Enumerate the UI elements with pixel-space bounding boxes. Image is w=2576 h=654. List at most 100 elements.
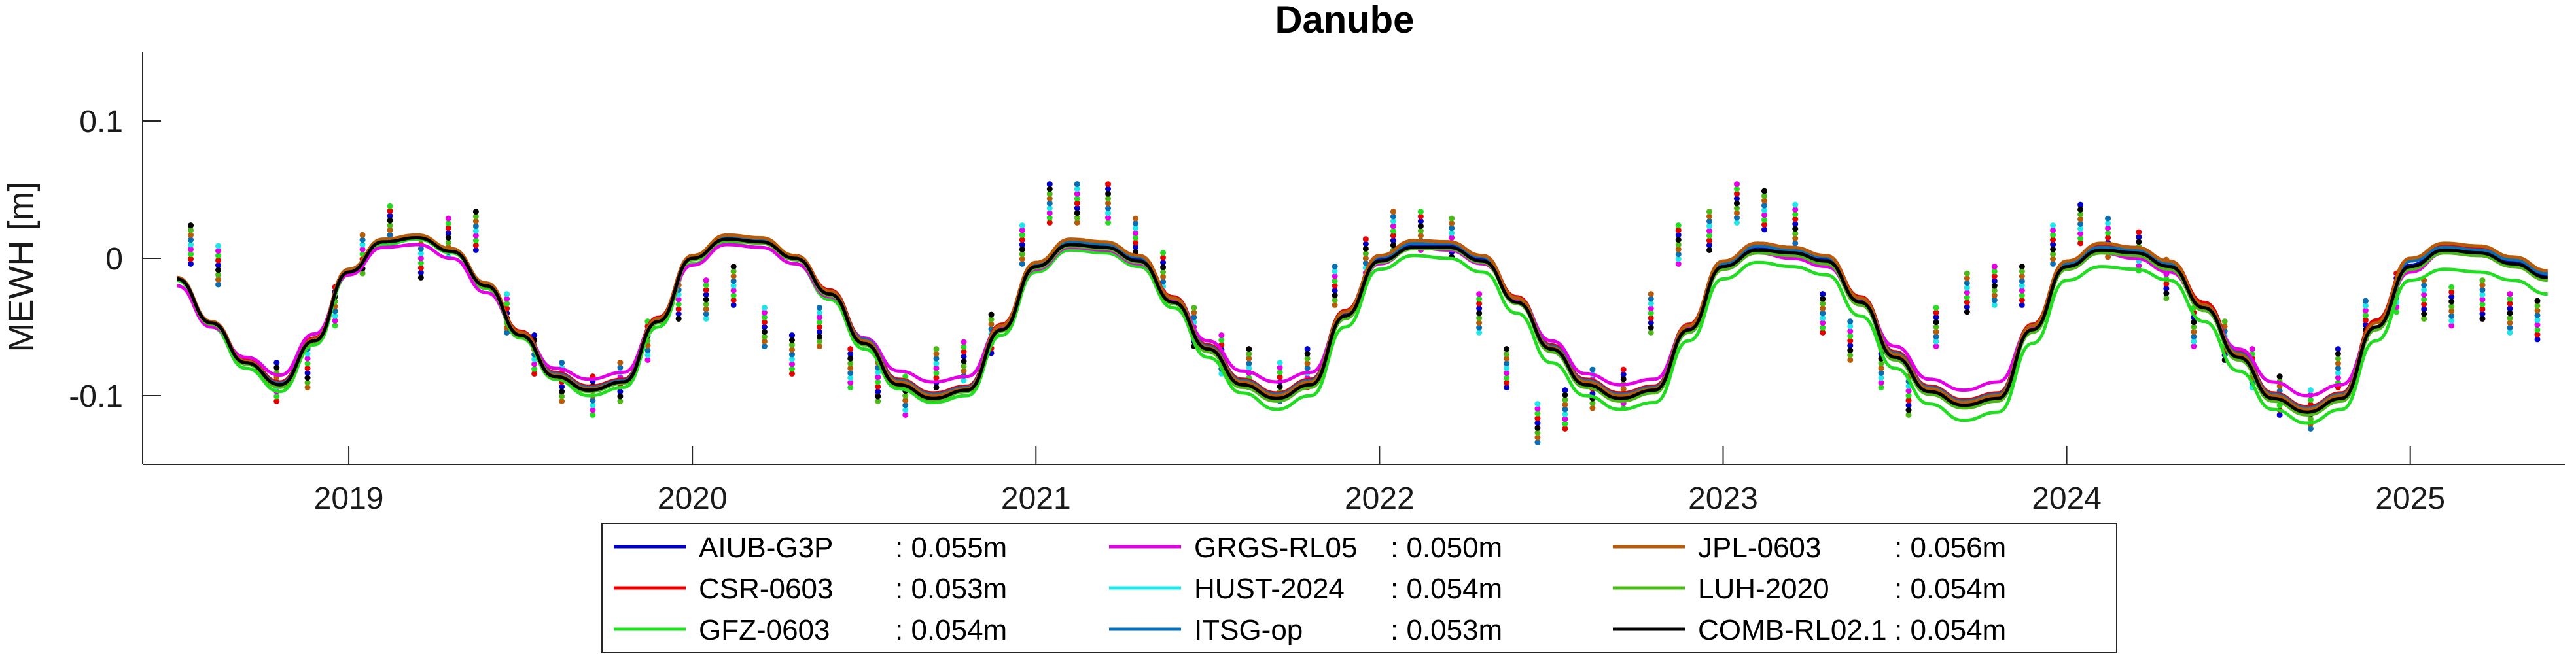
data-point bbox=[816, 324, 822, 330]
data-point bbox=[1933, 319, 1939, 326]
data-point bbox=[1648, 296, 1654, 302]
data-point bbox=[1332, 264, 1338, 270]
data-point bbox=[730, 268, 737, 275]
data-point bbox=[273, 364, 280, 371]
data-point bbox=[2479, 315, 2486, 322]
data-point bbox=[1534, 410, 1541, 417]
data-point bbox=[2448, 303, 2455, 309]
data-point bbox=[1761, 222, 1768, 228]
data-point bbox=[1504, 346, 1510, 353]
data-point bbox=[1562, 416, 1568, 422]
data-point bbox=[2105, 215, 2111, 222]
legend-name: LUH-2020 bbox=[1698, 573, 1829, 605]
data-point bbox=[902, 407, 909, 413]
data-point bbox=[2307, 396, 2314, 403]
data-point bbox=[2050, 232, 2056, 238]
data-point bbox=[1133, 244, 1139, 250]
data-point bbox=[445, 220, 451, 226]
data-point bbox=[1105, 186, 1112, 192]
data-point bbox=[703, 286, 709, 293]
data-point bbox=[1820, 310, 1826, 317]
data-point bbox=[2421, 296, 2427, 303]
data-point bbox=[1304, 351, 1311, 357]
data-point bbox=[2335, 351, 2341, 357]
data-point bbox=[1905, 402, 1912, 409]
data-point bbox=[1390, 223, 1396, 230]
data-point bbox=[1675, 246, 1682, 252]
data-point bbox=[531, 332, 538, 339]
data-point bbox=[730, 292, 737, 299]
data-point bbox=[1933, 305, 1939, 311]
data-point bbox=[1534, 401, 1541, 407]
data-point bbox=[504, 296, 510, 302]
data-point bbox=[1191, 305, 1197, 311]
data-point bbox=[644, 356, 651, 363]
data-point bbox=[472, 247, 479, 253]
data-point bbox=[2136, 229, 2142, 235]
data-point bbox=[2362, 307, 2369, 314]
data-point bbox=[332, 318, 338, 324]
data-point bbox=[2534, 336, 2541, 343]
data-point bbox=[1504, 384, 1510, 390]
data-point bbox=[761, 305, 768, 311]
data-point bbox=[847, 365, 854, 371]
data-point bbox=[988, 311, 995, 318]
data-point bbox=[359, 241, 366, 248]
data-point bbox=[1390, 209, 1396, 215]
data-point bbox=[1847, 347, 1854, 354]
data-point bbox=[531, 366, 538, 372]
data-point bbox=[617, 398, 624, 404]
data-point bbox=[1820, 291, 1826, 298]
data-point bbox=[1304, 365, 1311, 371]
data-point bbox=[188, 232, 194, 238]
data-point bbox=[1675, 227, 1682, 233]
data-point bbox=[2105, 254, 2111, 260]
data-point bbox=[1504, 370, 1510, 376]
data-point bbox=[215, 243, 222, 249]
data-point bbox=[417, 260, 424, 266]
data-point bbox=[590, 407, 596, 413]
data-point bbox=[504, 329, 510, 336]
legend: AIUB-G3P: 0.055m CSR-0603: 0.053m GFZ-0603… bbox=[601, 523, 2117, 653]
data-point bbox=[1706, 223, 1712, 230]
data-point bbox=[2479, 311, 2486, 317]
data-point bbox=[1648, 300, 1654, 307]
data-point bbox=[188, 260, 194, 267]
data-point bbox=[1019, 251, 1025, 258]
data-point bbox=[761, 324, 768, 330]
data-point bbox=[1792, 221, 1799, 227]
data-point bbox=[1105, 215, 1112, 221]
data-point bbox=[961, 377, 967, 384]
data-point bbox=[1733, 215, 1740, 221]
data-point bbox=[1019, 256, 1025, 262]
data-point bbox=[1504, 351, 1510, 357]
data-point bbox=[847, 384, 854, 390]
data-point bbox=[215, 247, 222, 254]
legend-name: GFZ-0603 bbox=[699, 614, 830, 646]
data-point bbox=[2221, 318, 2228, 325]
data-point bbox=[816, 314, 822, 320]
data-point bbox=[1390, 213, 1396, 220]
data-point bbox=[1105, 219, 1112, 226]
data-point bbox=[1362, 255, 1369, 262]
data-point bbox=[1620, 371, 1627, 377]
data-point bbox=[1589, 405, 1596, 411]
data-point bbox=[1417, 218, 1424, 224]
data-point bbox=[1074, 219, 1080, 226]
data-point bbox=[1504, 365, 1510, 371]
data-point bbox=[2534, 298, 2541, 304]
data-point bbox=[1332, 283, 1338, 289]
data-point bbox=[1964, 299, 1970, 305]
data-point bbox=[1476, 315, 1483, 321]
data-point bbox=[703, 311, 709, 317]
data-point bbox=[2019, 287, 2025, 294]
data-point bbox=[1792, 201, 1799, 208]
data-point bbox=[1648, 320, 1654, 326]
data-point bbox=[1046, 210, 1053, 216]
legend-box bbox=[601, 523, 2117, 653]
legend-name: GRGS-RL05 bbox=[1194, 532, 1357, 564]
data-point bbox=[1675, 251, 1682, 258]
data-point bbox=[1534, 420, 1541, 426]
data-point bbox=[1706, 213, 1712, 220]
